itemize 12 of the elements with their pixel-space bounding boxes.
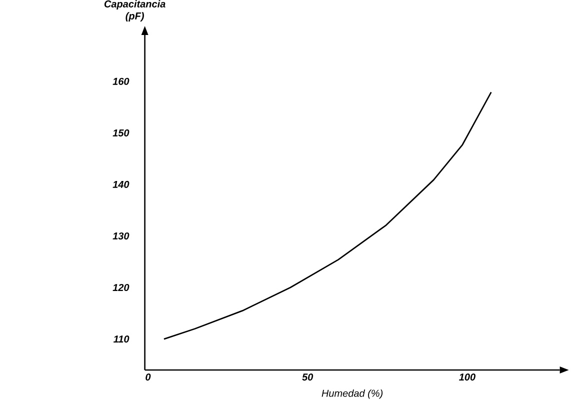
y-tick-label: 130 (112, 232, 130, 240)
y-axis-title: Capacitancia (pF) (104, 0, 166, 22)
y-tick-label: 160 (112, 78, 130, 85)
y-tick-label: 150 (112, 129, 130, 136)
x-tick-label: 50 (302, 374, 314, 381)
y-tick-label: 120 (112, 284, 130, 292)
x-tick-label: 100 (459, 374, 476, 381)
y-tick-label: 110 (113, 336, 130, 343)
line-series (163, 92, 492, 340)
y-tick-label: 140 (112, 180, 130, 188)
x-axis-title: Humedad (%) (322, 389, 383, 399)
x-tick-label: 0 (146, 374, 151, 381)
